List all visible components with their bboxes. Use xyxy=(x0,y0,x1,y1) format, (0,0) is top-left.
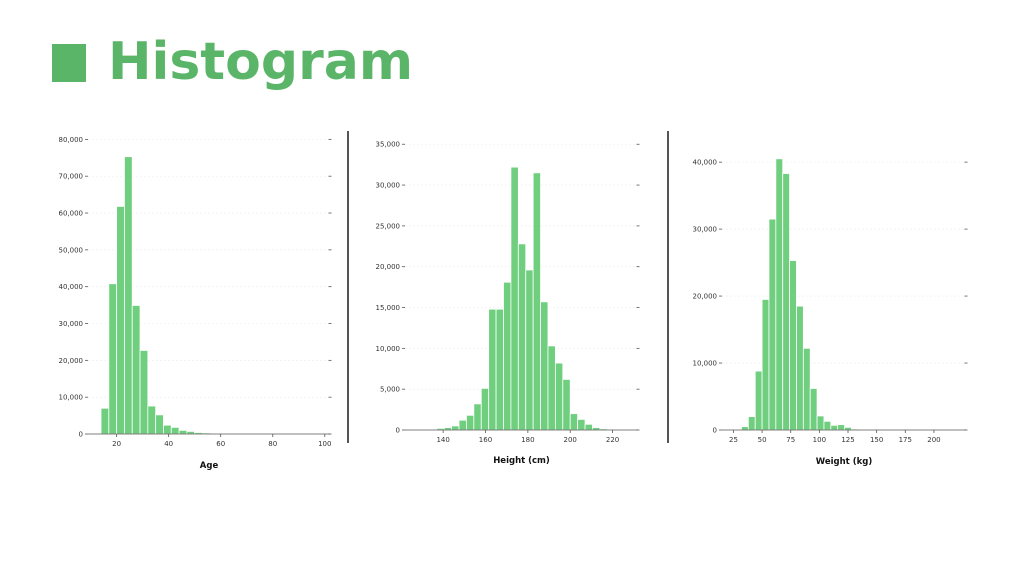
weight-bar xyxy=(754,370,763,431)
weight-y-tick-label: 20,000 xyxy=(693,293,718,301)
weight-x-tick-label: 75 xyxy=(786,436,795,444)
weight-bar xyxy=(844,426,852,431)
panel-divider-2 xyxy=(667,131,669,443)
age-y-tick-label: 70,000 xyxy=(59,173,84,181)
weight-x-tick-label: 200 xyxy=(927,436,940,444)
weight-bar xyxy=(837,424,845,431)
weight-x-tick-label: 100 xyxy=(813,436,826,444)
weight-y-tick-label: 30,000 xyxy=(693,226,718,234)
slide-title: Histogram xyxy=(108,32,414,92)
height-x-axis-title: Height (cm) xyxy=(493,456,550,466)
age-y-tick-label: 30,000 xyxy=(59,320,84,328)
age-x-tick-label: 80 xyxy=(268,440,277,448)
panel-divider-1 xyxy=(347,131,349,443)
weight-bar xyxy=(796,305,804,431)
weight-bar xyxy=(775,158,784,431)
weight-bar xyxy=(802,347,811,431)
weight-y-tick-label: 0 xyxy=(713,427,717,435)
weight-x-tick-label: 175 xyxy=(899,436,912,444)
weight-bar xyxy=(768,218,777,431)
age-y-tick-label: 50,000 xyxy=(59,246,84,254)
age-y-tick-label: 40,000 xyxy=(59,283,84,291)
age-x-tick-label: 20 xyxy=(112,440,121,448)
weight-bar xyxy=(830,424,839,431)
age-y-tick-label: 20,000 xyxy=(59,357,84,365)
weight-x-tick-label: 50 xyxy=(758,436,767,444)
height-y-tick-label: 30,000 xyxy=(376,182,401,190)
age-x-tick-label: 60 xyxy=(216,440,225,448)
height-x-tick-label: 200 xyxy=(564,436,577,444)
weight-bar xyxy=(761,299,770,431)
weight-bar xyxy=(823,420,832,431)
weight-bar xyxy=(809,388,818,431)
weight-x-tick-label: 125 xyxy=(841,436,854,444)
height-x-tick-label: 140 xyxy=(436,436,449,444)
height-x-tick-label: 180 xyxy=(521,436,534,444)
height-y-tick-label: 35,000 xyxy=(376,141,401,149)
height-x-tick-label: 160 xyxy=(479,436,492,444)
height-y-tick-label: 20,000 xyxy=(376,263,401,271)
weight-bar xyxy=(816,415,825,431)
height-y-tick-label: 15,000 xyxy=(376,304,401,312)
weight-y-tick-label: 10,000 xyxy=(693,360,718,368)
weight-x-tick-label: 25 xyxy=(729,436,738,444)
age-x-tick-label: 100 xyxy=(318,440,331,448)
age-y-tick-label: 0 xyxy=(79,431,83,439)
weight-bar xyxy=(789,260,797,431)
height-x-tick-label: 220 xyxy=(606,436,619,444)
age-y-tick-label: 80,000 xyxy=(59,136,84,144)
height-y-tick-label: 5,000 xyxy=(380,386,400,394)
age-y-tick-label: 60,000 xyxy=(59,210,84,218)
weight-bar xyxy=(741,426,749,431)
weight-y-tick-label: 40,000 xyxy=(693,159,718,167)
age-y-tick-label: 10,000 xyxy=(59,394,84,402)
weight-bar xyxy=(747,416,756,431)
height-y-tick-label: 10,000 xyxy=(376,345,401,353)
weight-bar xyxy=(782,173,790,431)
age-x-tick-label: 40 xyxy=(164,440,173,448)
weight-x-tick-label: 150 xyxy=(870,436,883,444)
weight-x-axis-title: Weight (kg) xyxy=(816,457,873,467)
age-x-axis-title: Age xyxy=(200,461,219,471)
height-y-tick-label: 25,000 xyxy=(376,222,401,230)
height-y-tick-label: 0 xyxy=(396,427,400,435)
title-accent-square xyxy=(52,44,86,82)
